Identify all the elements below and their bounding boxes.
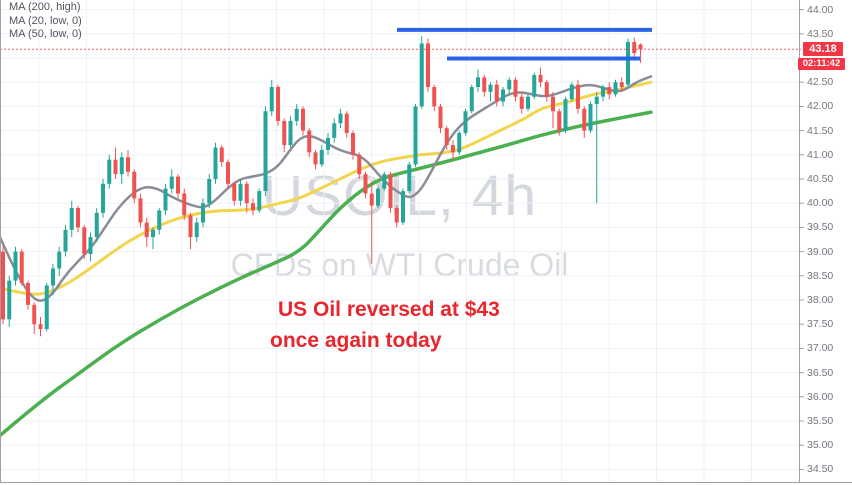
price-tick-label: 36.00 [807, 390, 834, 403]
legend-ma-200[interactable]: MA (200, high) [9, 1, 81, 13]
price-tick-label: 38.00 [807, 294, 834, 306]
price-tick-label: 42.50 [807, 76, 834, 89]
price-tick-label: 40.00 [807, 197, 834, 210]
price-tick-label: 44.00 [807, 3, 834, 16]
price-tick-label: 39.00 [807, 245, 834, 258]
ma-line-200[interactable] [0, 75, 653, 302]
price-tick-label: 39.50 [807, 221, 834, 234]
price-tick-label: 36.50 [807, 366, 834, 379]
price-tick-label: 37.50 [807, 318, 834, 331]
ma-line-500[interactable] [0, 80, 653, 296]
last-price-label: 43.18 [803, 42, 843, 57]
time-axis[interactable] [0, 483, 852, 485]
legend-ma-50[interactable]: MA (50, low, 0) [9, 28, 82, 40]
price-tick-label: 35.00 [807, 439, 834, 452]
price-tick-label: 41.00 [807, 148, 834, 161]
price-tick-label: 37.00 [807, 342, 834, 355]
price-tick-label: 42.00 [807, 100, 834, 113]
price-axis[interactable]: 44.00 43.50 42.50 42.00 41.50 41.00 40.50 40.00… [799, 0, 852, 482]
grid-layer [0, 0, 799, 482]
indicator-legend: MA (200, high) MA (20, low, 0) MA (50, l… [9, 1, 82, 42]
ma-line-200[interactable] [0, 110, 653, 438]
price-tick-label: 40.50 [807, 173, 834, 185]
price-tick-label: 34.50 [807, 463, 834, 476]
price-tick-label: 43.50 [807, 27, 834, 40]
candles-layer [1, 36, 643, 337]
price-tick-label: 41.50 [807, 124, 834, 137]
bar-countdown-label: 02:11:42 [798, 57, 845, 70]
price-tick-label: 38.50 [807, 269, 834, 282]
legend-ma-20[interactable]: MA (20, low, 0) [9, 14, 82, 27]
price-tick-label: 35.50 [807, 415, 834, 427]
